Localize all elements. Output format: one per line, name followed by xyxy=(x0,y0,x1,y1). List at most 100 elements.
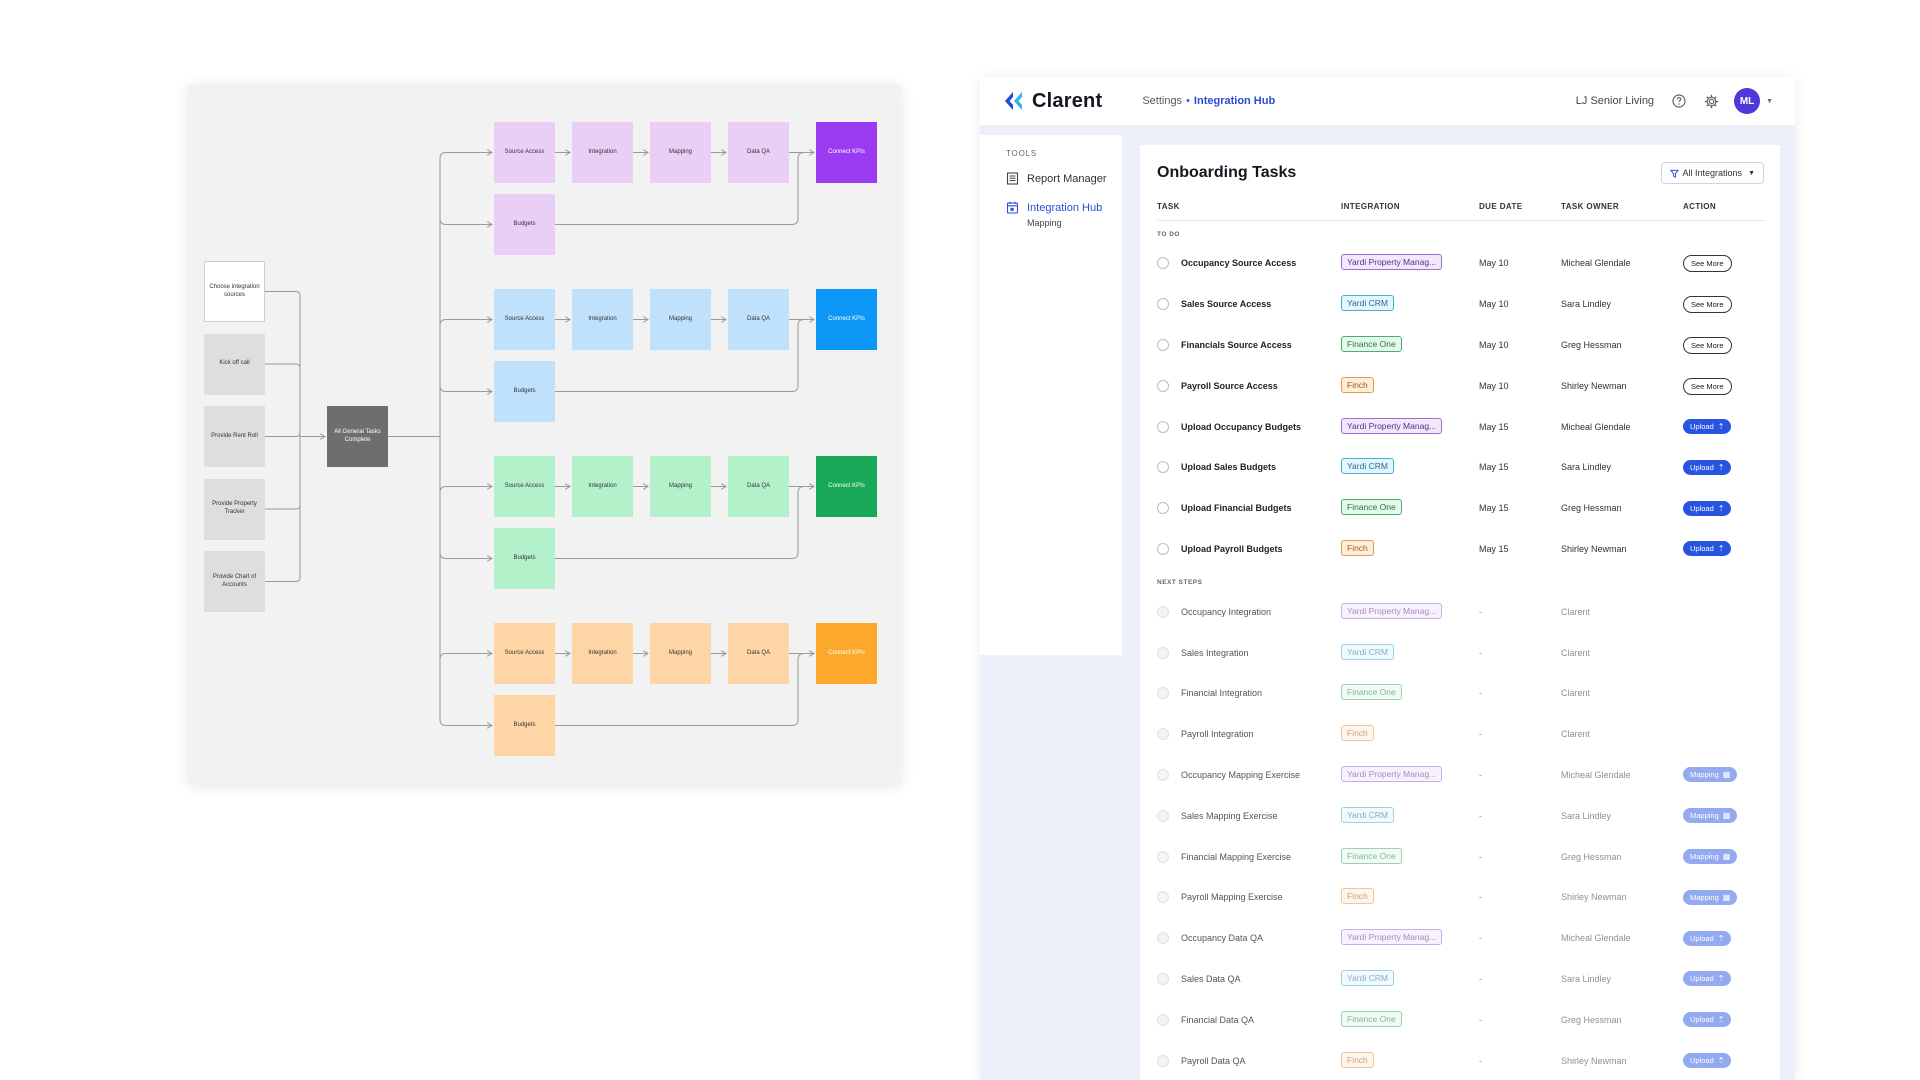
flow-step-node: Data QA xyxy=(728,456,789,517)
column-header-due-date[interactable]: DUE DATE xyxy=(1479,202,1523,211)
task-complete-radio[interactable] xyxy=(1157,502,1169,515)
table-row: Sales Integration Yardi CRM - Clarent xyxy=(1157,632,1764,673)
sidebar-subitem-mapping[interactable]: Mapping xyxy=(1027,218,1062,228)
flow-step-node: Mapping xyxy=(650,289,711,350)
upload-button[interactable]: Upload ⇡ xyxy=(1683,419,1732,435)
table-row: Upload Financial Budgets Finance One May 1… xyxy=(1157,488,1764,529)
mapping-button[interactable]: Mapping ▦ xyxy=(1683,889,1738,905)
flow-step-node: Source Access xyxy=(494,122,555,183)
upload-button[interactable]: Upload ⇡ xyxy=(1683,1012,1732,1028)
panel-header: Onboarding Tasks All Integrations ▼ xyxy=(1157,159,1764,187)
task-complete-radio[interactable] xyxy=(1157,605,1169,618)
task-complete-radio[interactable] xyxy=(1157,891,1169,904)
upload-icon: ⇡ xyxy=(1717,544,1725,554)
upload-button[interactable]: Upload ⇡ xyxy=(1683,541,1732,557)
flow-connector xyxy=(555,319,805,392)
flow-start-node: Provide Property Tracker xyxy=(204,478,265,540)
flow-connector xyxy=(439,719,492,726)
task-complete-radio[interactable] xyxy=(1157,850,1169,863)
column-header-integration[interactable]: INTEGRATION xyxy=(1341,202,1400,211)
brand-name: Clarent xyxy=(1032,89,1103,112)
upload-button[interactable]: Upload ⇡ xyxy=(1683,1053,1732,1069)
task-complete-radio[interactable] xyxy=(1157,809,1169,822)
integration-tag: Yardi Property Manag... xyxy=(1341,602,1443,619)
integration-cell: Yardi Property Manag... xyxy=(1341,254,1479,272)
integration-tag: Yardi CRM xyxy=(1341,806,1394,823)
upload-button[interactable]: Upload ⇡ xyxy=(1683,971,1732,987)
sidebar-item-integration-hub[interactable]: Integration Hub xyxy=(1006,201,1122,214)
mapping-button[interactable]: Mapping ▦ xyxy=(1683,849,1738,865)
chevron-down-icon[interactable]: ▼ xyxy=(1766,97,1773,105)
task-name: Upload Occupancy Budgets xyxy=(1181,421,1302,432)
task-name: Occupancy Source Access xyxy=(1181,258,1297,269)
table-row: Sales Mapping Exercise Yardi CRM - Sara Lin… xyxy=(1157,795,1764,836)
flow-start-node: Provide Rent Roll xyxy=(204,406,265,467)
task-complete-radio[interactable] xyxy=(1157,542,1169,555)
task-complete-radio[interactable] xyxy=(1157,646,1169,659)
user-avatar[interactable]: ML xyxy=(1734,88,1761,114)
upload-button[interactable]: Upload ⇡ xyxy=(1683,459,1732,475)
integration-tag: Yardi Property Manag... xyxy=(1341,929,1443,946)
task-complete-radio[interactable] xyxy=(1157,768,1169,781)
task-cell: Occupancy Integration xyxy=(1157,605,1341,618)
upload-button[interactable]: Upload ⇡ xyxy=(1683,500,1732,516)
settings-gear-icon[interactable] xyxy=(1702,92,1720,110)
task-complete-radio[interactable] xyxy=(1157,972,1169,985)
upload-button[interactable]: Upload ⇡ xyxy=(1683,930,1732,946)
table-row: Upload Payroll Budgets Finch May 15 Shirley… xyxy=(1157,529,1764,570)
column-header-task-owner[interactable]: TASK OWNER xyxy=(1561,202,1620,211)
breadcrumb-separator: • xyxy=(1186,95,1190,107)
breadcrumb-settings[interactable]: Settings xyxy=(1142,95,1183,107)
table-row: Payroll Source Access Finch May 10 Shirley … xyxy=(1157,365,1764,406)
calendar-icon xyxy=(1006,201,1019,214)
integration-tag: Yardi CRM xyxy=(1341,969,1394,986)
task-owner: Greg Hessman xyxy=(1561,851,1622,862)
organization-name[interactable]: LJ Senior Living xyxy=(1575,95,1655,107)
task-owner: Greg Hessman xyxy=(1561,503,1622,514)
help-icon[interactable] xyxy=(1670,92,1688,110)
task-complete-radio[interactable] xyxy=(1157,1013,1169,1026)
see-more-button[interactable]: See More xyxy=(1683,336,1732,354)
task-name: Payroll Source Access xyxy=(1181,380,1278,391)
task-complete-radio[interactable] xyxy=(1157,298,1169,311)
upload-button-label: Upload xyxy=(1690,1056,1714,1066)
column-header-task[interactable]: TASK xyxy=(1157,202,1180,211)
see-more-button[interactable]: See More xyxy=(1683,377,1732,395)
integration-tag: Finch xyxy=(1341,539,1374,556)
mapping-button[interactable]: Mapping ▦ xyxy=(1683,808,1738,824)
flow-step-node: Data QA xyxy=(728,122,789,183)
see-more-button[interactable]: See More xyxy=(1683,296,1732,314)
upload-button-label: Upload xyxy=(1690,974,1714,984)
task-cell: Occupancy Mapping Exercise xyxy=(1157,768,1341,781)
task-complete-radio[interactable] xyxy=(1157,257,1169,270)
integration-cell: Yardi Property Manag... xyxy=(1341,417,1479,436)
action-cell: Mapping ▦ xyxy=(1683,808,1763,824)
task-name: Payroll Data QA xyxy=(1181,1055,1246,1066)
upload-button-label: Upload xyxy=(1690,1015,1714,1025)
task-owner: Shirley Newman xyxy=(1561,543,1627,554)
task-complete-radio[interactable] xyxy=(1157,338,1169,351)
task-complete-radio[interactable] xyxy=(1157,461,1169,474)
task-complete-radio[interactable] xyxy=(1157,687,1169,700)
flow-connect-kpis-node: Connect KPIs xyxy=(816,456,877,517)
integration-filter-dropdown[interactable]: All Integrations ▼ xyxy=(1660,162,1764,184)
task-complete-radio[interactable] xyxy=(1157,932,1169,945)
integration-tag: Finance One xyxy=(1341,335,1402,352)
flow-connector xyxy=(439,487,492,493)
sidebar-item-report-manager[interactable]: Report Manager xyxy=(1006,172,1122,185)
task-complete-radio[interactable] xyxy=(1157,728,1169,741)
flow-connector xyxy=(439,552,492,559)
breadcrumb-integration-hub[interactable]: Integration Hub xyxy=(1193,95,1276,107)
task-complete-radio[interactable] xyxy=(1157,420,1169,433)
integration-cell: Finch xyxy=(1341,1051,1479,1070)
due-date: May 10 xyxy=(1479,380,1509,391)
flow-connector xyxy=(439,385,492,392)
see-more-button[interactable]: See More xyxy=(1683,255,1732,273)
task-complete-radio[interactable] xyxy=(1157,1054,1169,1067)
task-cell: Payroll Source Access xyxy=(1157,379,1341,392)
task-complete-radio[interactable] xyxy=(1157,379,1169,392)
table-row: Sales Source Access Yardi CRM May 10 Sara L… xyxy=(1157,284,1764,325)
column-header-action: ACTION xyxy=(1683,202,1717,211)
mapping-button[interactable]: Mapping ▦ xyxy=(1683,767,1738,783)
flow-connector xyxy=(555,152,805,225)
